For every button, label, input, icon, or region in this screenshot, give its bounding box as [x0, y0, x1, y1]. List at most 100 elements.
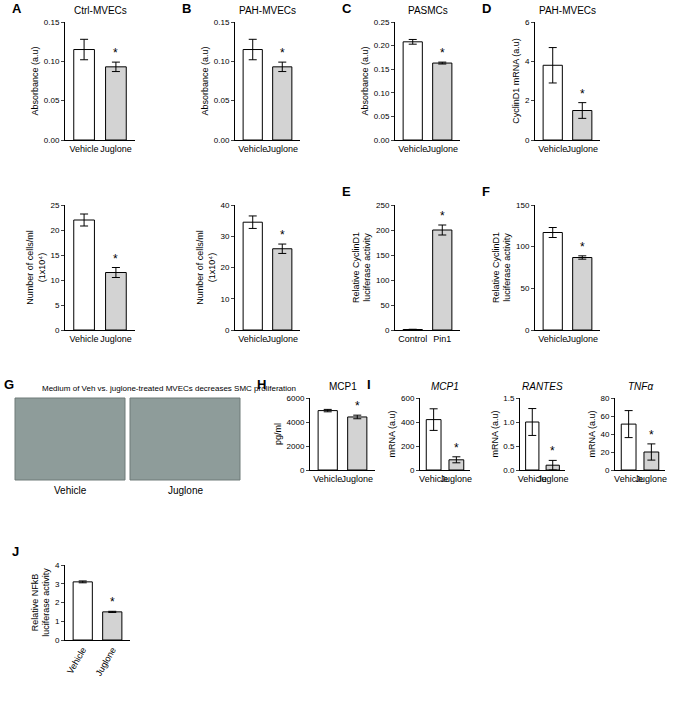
svg-text:0.20: 0.20: [374, 41, 390, 50]
svg-text:mRNA (a.u): mRNA (a.u): [587, 410, 597, 457]
svg-text:2: 2: [55, 598, 60, 607]
svg-text:0.00: 0.00: [214, 136, 230, 145]
svg-text:Vehicle: Vehicle: [538, 334, 567, 344]
svg-text:40: 40: [600, 430, 609, 439]
svg-text:0.15: 0.15: [44, 18, 60, 27]
svg-text:0.15: 0.15: [374, 65, 390, 74]
svg-text:400: 400: [401, 418, 415, 427]
svg-text:Juglone: Juglone: [427, 144, 459, 154]
svg-text:100: 100: [376, 276, 390, 285]
svg-text:*: *: [649, 428, 654, 442]
svg-text:25: 25: [50, 201, 59, 210]
svg-text:0.05: 0.05: [214, 96, 230, 105]
svg-text:1: 1: [55, 617, 60, 626]
svg-text:0.0: 0.0: [503, 466, 515, 475]
svg-text:TNFα: TNFα: [628, 381, 653, 392]
svg-text:Vehicle: Vehicle: [70, 144, 99, 154]
svg-text:Vehicle: Vehicle: [54, 485, 87, 496]
svg-text:*: *: [280, 46, 285, 60]
svg-text:0.10: 0.10: [374, 89, 390, 98]
svg-text:*: *: [110, 595, 115, 609]
svg-text:Relative CyclinD1luciferase ac: Relative CyclinD1luciferase activity: [351, 232, 373, 303]
svg-text:*: *: [580, 240, 585, 254]
svg-text:0: 0: [300, 466, 305, 475]
svg-text:Juglone: Juglone: [100, 334, 132, 344]
svg-text:20: 20: [600, 448, 609, 457]
svg-text:Juglone: Juglone: [567, 144, 599, 154]
svg-text:200: 200: [376, 226, 390, 235]
svg-text:pg/ml: pg/ml: [273, 423, 283, 445]
svg-text:*: *: [440, 46, 445, 60]
svg-text:*: *: [550, 444, 555, 458]
svg-text:20: 20: [50, 226, 59, 235]
svg-text:3: 3: [55, 580, 60, 589]
svg-text:15: 15: [50, 251, 59, 260]
svg-text:0: 0: [55, 636, 60, 645]
svg-text:J: J: [12, 544, 19, 559]
svg-text:1.5: 1.5: [503, 394, 515, 403]
svg-text:0: 0: [225, 326, 230, 335]
svg-text:Vehicle: Vehicle: [538, 144, 567, 154]
svg-text:Absorbance (a.u): Absorbance (a.u): [30, 46, 40, 115]
svg-text:0.15: 0.15: [214, 18, 230, 27]
svg-text:10: 10: [220, 295, 229, 304]
svg-text:6000: 6000: [287, 394, 305, 403]
svg-text:0.25: 0.25: [374, 18, 390, 27]
svg-text:Juglone: Juglone: [342, 474, 374, 484]
svg-text:Number of cells/ml(1x10⁴): Number of cells/ml(1x10⁴): [195, 230, 217, 305]
svg-text:*: *: [440, 209, 445, 223]
svg-text:0.05: 0.05: [44, 96, 60, 105]
svg-text:*: *: [580, 87, 585, 101]
svg-text:E: E: [342, 184, 351, 199]
svg-text:Vehicle: Vehicle: [614, 474, 643, 484]
svg-text:Vehicle: Vehicle: [238, 334, 267, 344]
svg-text:Juglone: Juglone: [168, 485, 203, 496]
svg-text:Vehicle: Vehicle: [238, 144, 267, 154]
svg-text:mRNA (a.u): mRNA (a.u): [490, 410, 500, 457]
svg-text:Vehicle: Vehicle: [398, 144, 427, 154]
svg-text:Juglone: Juglone: [267, 334, 299, 344]
svg-text:Juglone: Juglone: [100, 144, 132, 154]
svg-text:0: 0: [525, 136, 530, 145]
svg-text:0.00: 0.00: [374, 136, 390, 145]
svg-text:H: H: [257, 377, 266, 392]
svg-text:PAH-MVECs: PAH-MVECs: [539, 5, 596, 16]
svg-text:*: *: [113, 252, 118, 266]
svg-text:Juglone: Juglone: [267, 144, 299, 154]
svg-text:CyclinD1 mRNA (a.u): CyclinD1 mRNA (a.u): [511, 38, 521, 124]
svg-text:Vehicle: Vehicle: [419, 474, 448, 484]
svg-text:0.5: 0.5: [503, 442, 515, 451]
svg-text:Absorbance (a.u): Absorbance (a.u): [360, 46, 370, 115]
svg-text:0: 0: [385, 326, 390, 335]
svg-text:MCP1: MCP1: [431, 381, 459, 392]
svg-text:*: *: [355, 399, 360, 413]
svg-text:0.00: 0.00: [44, 136, 60, 145]
svg-text:Vehicle: Vehicle: [518, 474, 547, 484]
svg-text:D: D: [482, 1, 491, 16]
svg-text:20: 20: [220, 263, 229, 272]
svg-text:Vehicle: Vehicle: [65, 646, 88, 676]
svg-text:Vehicle: Vehicle: [313, 474, 342, 484]
svg-text:*: *: [280, 228, 285, 242]
svg-text:MCP1: MCP1: [329, 381, 357, 392]
svg-text:150: 150: [376, 251, 390, 260]
svg-text:0.10: 0.10: [44, 57, 60, 66]
svg-text:RANTES: RANTES: [522, 381, 563, 392]
svg-text:mRNA (a.u): mRNA (a.u): [387, 410, 397, 457]
svg-text:Juglone: Juglone: [441, 474, 473, 484]
svg-text:10: 10: [50, 276, 59, 285]
svg-text:6: 6: [525, 18, 530, 27]
svg-text:Relative NFkBluciferase activi: Relative NFkBluciferase activity: [30, 568, 52, 637]
svg-text:*: *: [113, 46, 118, 60]
svg-text:I: I: [367, 377, 371, 392]
svg-text:Juglone: Juglone: [636, 474, 668, 484]
svg-text:250: 250: [376, 201, 390, 210]
svg-text:Absorbance (a.u): Absorbance (a.u): [200, 46, 210, 115]
svg-text:Vehicle: Vehicle: [70, 334, 99, 344]
svg-text:A: A: [12, 1, 22, 16]
svg-text:Pin1: Pin1: [433, 334, 451, 344]
svg-text:150: 150: [516, 201, 530, 210]
svg-text:0: 0: [410, 466, 415, 475]
svg-text:2000: 2000: [287, 442, 305, 451]
svg-text:Medium of Veh vs. juglone-trea: Medium of Veh vs. juglone-treated MVECs …: [42, 384, 296, 393]
